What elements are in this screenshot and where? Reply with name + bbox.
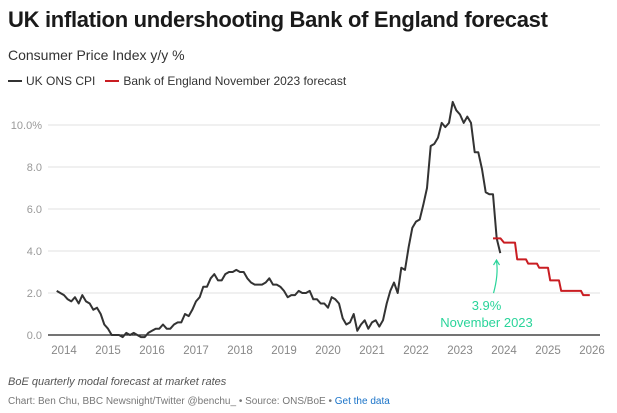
annotation-arrowhead-icon (493, 258, 501, 266)
get-the-data-link[interactable]: Get the data (334, 396, 390, 407)
x-tick-label: 2019 (271, 345, 297, 357)
y-tick-label: 4.0 (27, 246, 42, 258)
x-tick-label: 2025 (535, 345, 561, 357)
x-tick-label: 2024 (491, 345, 517, 357)
legend-swatch-forecast (105, 80, 120, 82)
chart-subtitle: Consumer Price Index y/y % (8, 47, 185, 63)
credit-line: Chart: Ben Chu, BBC Newsnight/Twitter @b… (8, 396, 390, 407)
legend: UK ONS CPI Bank of England November 2023… (8, 74, 356, 88)
x-tick-label: 2023 (447, 345, 473, 357)
x-tick-label: 2014 (51, 345, 77, 357)
legend-item-cpi: UK ONS CPI (8, 74, 95, 88)
y-axis-ticks: 0.0 2.0 4.0 6.0 8.0 10.0% (11, 120, 42, 342)
annotation-arrow-icon (492, 261, 498, 294)
x-axis-ticks: 2014 2015 2016 2017 2018 2019 2020 2021 2022 2023… (51, 345, 605, 357)
x-tick-label: 2015 (95, 345, 121, 357)
x-tick-label: 2022 (403, 345, 429, 357)
legend-label-forecast: Bank of England November 2023 forecast (123, 74, 347, 88)
gridlines (48, 124, 600, 336)
chart-title: UK inflation undershooting Bank of Engla… (8, 7, 548, 32)
annotations: 3.9% November 2023 (440, 258, 533, 330)
series-line-boe-forecast (493, 237, 590, 297)
series-line-uk-ons-cpi (56, 100, 502, 339)
legend-item-forecast: Bank of England November 2023 forecast (105, 74, 346, 88)
credit-text: Chart: Ben Chu, BBC Newsnight/Twitter @b… (8, 396, 335, 407)
x-tick-label: 2018 (227, 345, 253, 357)
x-tick-label: 2020 (315, 345, 341, 357)
y-tick-label: 10.0% (11, 120, 42, 132)
annotation-date: November 2023 (440, 315, 533, 330)
y-tick-label: 2.0 (27, 288, 42, 300)
y-tick-label: 6.0 (27, 204, 42, 216)
x-tick-label: 2017 (183, 345, 209, 357)
legend-label-cpi: UK ONS CPI (26, 74, 96, 88)
annotation-value: 3.9% (472, 298, 502, 313)
x-tick-label: 2021 (359, 345, 385, 357)
y-tick-label: 8.0 (27, 162, 42, 174)
legend-swatch-cpi (8, 80, 22, 82)
x-tick-label: 2016 (139, 345, 165, 357)
series-lines (56, 100, 590, 339)
y-tick-label: 0.0 (27, 330, 42, 342)
footnote: BoE quarterly modal forecast at market r… (8, 376, 227, 388)
x-tick-label: 2026 (579, 345, 605, 357)
